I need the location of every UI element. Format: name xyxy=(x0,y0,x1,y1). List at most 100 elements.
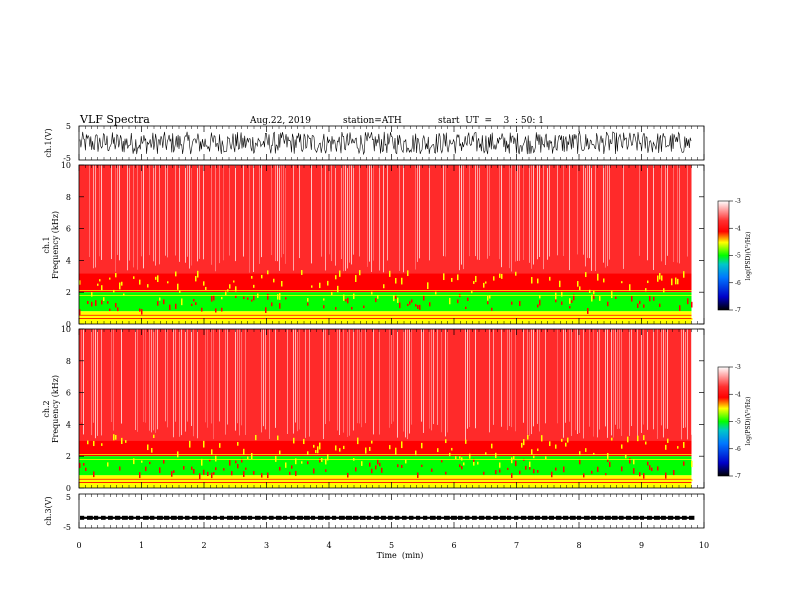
spectrogram-speck xyxy=(379,322,381,325)
spectrogram-speck xyxy=(491,443,493,449)
spectrogram-streak xyxy=(211,329,212,424)
spectrogram-streak xyxy=(325,165,326,271)
spectrogram-streak xyxy=(523,329,524,423)
spectrogram-speck xyxy=(659,303,661,308)
spectrogram-streak xyxy=(517,165,518,261)
spectrogram-speck xyxy=(475,321,477,324)
ytick-label: 10 xyxy=(61,161,71,170)
spectrogram-speck xyxy=(565,442,567,447)
spectrogram-streak xyxy=(579,329,580,433)
spectrogram-speck xyxy=(223,480,225,483)
spectrogram-speck xyxy=(583,473,585,478)
spectrogram-speck xyxy=(247,456,249,460)
spectrogram-speck xyxy=(87,440,89,445)
spectrogram-speck xyxy=(419,318,421,321)
spectrogram-speck xyxy=(465,439,467,444)
spectrogram-speck xyxy=(331,292,333,295)
spectrogram-speck xyxy=(251,479,253,482)
spectrogram-speck xyxy=(529,461,531,469)
spectrogram-streak xyxy=(261,329,262,433)
spectrogram-speck xyxy=(367,315,369,318)
spectrogram-streak xyxy=(93,165,94,269)
chart-title: VLF Spectra xyxy=(79,113,150,126)
spectrogram-speck xyxy=(85,322,87,325)
ch3-pulse xyxy=(269,515,274,520)
spectrogram-streak xyxy=(93,329,94,423)
spectrogram-streak xyxy=(371,165,372,272)
ch3-pulse xyxy=(577,515,582,520)
ytick-label: 8 xyxy=(66,357,71,366)
ch3-pulse xyxy=(101,515,106,520)
spectrogram-streak xyxy=(607,329,608,438)
spectrogram-speck xyxy=(607,453,609,460)
spectrogram-streak xyxy=(677,165,678,263)
spectrogram-speck xyxy=(233,280,235,283)
spectrogram-speck xyxy=(413,483,415,486)
spectrogram-streak xyxy=(611,329,612,436)
spectrogram-speck xyxy=(545,456,547,460)
spectrogram-speck xyxy=(609,461,611,467)
colorbar-tick-label: -4 xyxy=(735,225,741,232)
spectrogram-speck xyxy=(531,449,533,455)
spectrogram-speck xyxy=(347,479,349,482)
spectrogram-streak xyxy=(595,165,596,272)
spectrogram-speck xyxy=(395,447,397,455)
colorbar-tick-label: -7 xyxy=(735,307,741,314)
spectrogram-speck xyxy=(541,435,543,442)
spectrogram-speck xyxy=(621,466,623,472)
spectrogram-speck xyxy=(133,276,135,279)
spectrogram-speck xyxy=(405,459,407,464)
spectrogram-streak xyxy=(509,165,510,269)
spectrogram-speck xyxy=(445,439,447,444)
spectrogram-speck xyxy=(235,460,237,464)
spectrogram-speck xyxy=(97,319,99,322)
spectrogram-streak xyxy=(129,165,130,261)
spectrogram-streak xyxy=(165,329,166,422)
spectrogram-streak xyxy=(339,329,340,436)
spectrogram-streak xyxy=(389,329,390,428)
spectrogram-speck xyxy=(441,319,443,322)
spectrogram-speck xyxy=(459,464,461,468)
spectrogram-speck xyxy=(169,482,171,485)
spectrogram-streak xyxy=(81,329,82,423)
spectrogram-streak xyxy=(575,329,576,431)
spectrogram-speck xyxy=(225,291,227,296)
spectrogram-streak xyxy=(501,165,502,268)
spectrogram-speck xyxy=(337,285,339,293)
spectrogram-speck xyxy=(637,435,639,442)
spectrogram-speck xyxy=(561,291,563,297)
spectrogram-speck xyxy=(301,461,303,464)
spectrogram-speck xyxy=(303,319,305,322)
ch3-pulse xyxy=(521,515,527,520)
spectrogram-speck xyxy=(301,270,303,275)
spectrogram-streak xyxy=(189,165,190,269)
spectrogram-speck xyxy=(377,295,379,299)
spectrogram-speck xyxy=(171,471,173,477)
spectrogram-speck xyxy=(691,301,693,308)
spectrogram-speck xyxy=(79,280,81,285)
spectrogram-streak xyxy=(207,329,208,428)
spectrogram-speck xyxy=(499,273,501,278)
ch3-pulse xyxy=(318,515,324,520)
spectrogram-speck xyxy=(491,307,493,311)
spectrogram-speck xyxy=(237,441,239,446)
spectrogram-speck xyxy=(579,286,581,291)
spectrogram-speck xyxy=(121,316,123,319)
spectrogram-speck xyxy=(189,313,191,316)
spectrogram-speck xyxy=(469,453,471,459)
spectrogram-speck xyxy=(585,272,587,278)
spectrogram-speck xyxy=(375,465,377,470)
spectrogram-speck xyxy=(325,318,327,321)
spectrogram-streak xyxy=(325,329,326,425)
spectrogram-speck xyxy=(79,462,81,468)
spectrogram-speck xyxy=(275,455,277,462)
spectrogram-speck xyxy=(357,437,359,445)
spectrogram-speck xyxy=(667,320,669,323)
spectrogram-speck xyxy=(379,462,381,467)
spectrogram-streak xyxy=(441,329,442,433)
spectrogram-streak xyxy=(361,329,362,428)
spectrogram-streak xyxy=(637,329,638,438)
xtick-label: 1 xyxy=(139,541,144,550)
spectrogram-streak xyxy=(351,165,352,265)
spectrogram-streak xyxy=(387,165,388,261)
